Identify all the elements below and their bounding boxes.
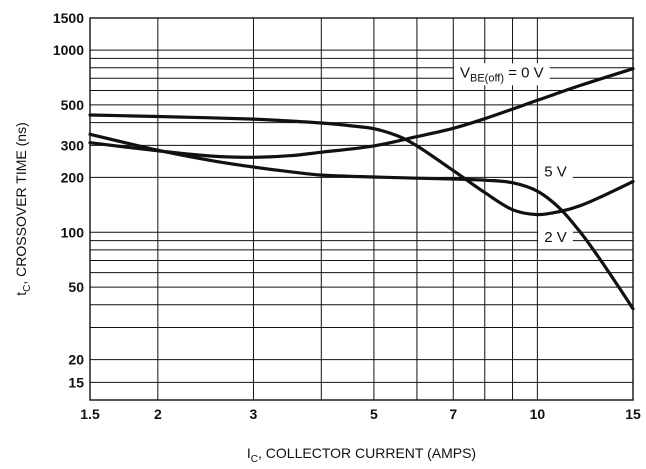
series-label-text: VBE(off) = 0 V	[460, 64, 544, 84]
y-tick-label: 15	[68, 374, 84, 390]
y-tick-label: 50	[68, 279, 84, 295]
x-tick-label: 15	[625, 406, 641, 422]
plot-frame	[89, 17, 634, 401]
x-tick-label: 1.5	[80, 406, 100, 422]
series-label-mask	[538, 162, 573, 182]
series-label-mask	[538, 228, 573, 248]
series-group	[88, 67, 635, 311]
series-label-2: 2 V	[538, 228, 573, 248]
x-axis-label: IC, COLLECTOR CURRENT (AMPS)	[247, 445, 476, 465]
y-tick-label: 300	[61, 137, 85, 153]
series-label-mask	[453, 63, 550, 86]
y-tick-label: 200	[61, 169, 85, 185]
x-tick-label: 3	[250, 406, 258, 422]
y-tick-label: 1500	[53, 10, 84, 26]
y-tick-label: 500	[61, 97, 85, 113]
y-tick-label: 1000	[53, 42, 84, 58]
y-axis-label: tC, CROSSOVER TIME (ns)	[13, 122, 33, 295]
x-tick-label: 10	[530, 406, 546, 422]
series-line-0	[88, 67, 635, 159]
series-label-text: 5 V	[544, 164, 567, 181]
x-tick-label: 5	[370, 406, 378, 422]
series-label-0: VBE(off) = 0 V	[453, 63, 550, 86]
x-tick-label: 7	[449, 406, 457, 422]
x-tick-label: 2	[154, 406, 162, 422]
series-label-text: 2 V	[544, 229, 567, 246]
series-line-2	[88, 132, 635, 311]
tick-labels: 1.5 2 3 5 7 10 15 15 20 50 100 200 300 500 1000 1500	[53, 10, 641, 422]
y-tick-label: 100	[61, 224, 85, 240]
y-tick-label: 20	[68, 352, 84, 368]
grid	[89, 17, 634, 400]
series-label-1: 5 V	[538, 162, 573, 182]
series-labels: VBE(off) = 0 V 5 V 2 V	[453, 63, 573, 248]
